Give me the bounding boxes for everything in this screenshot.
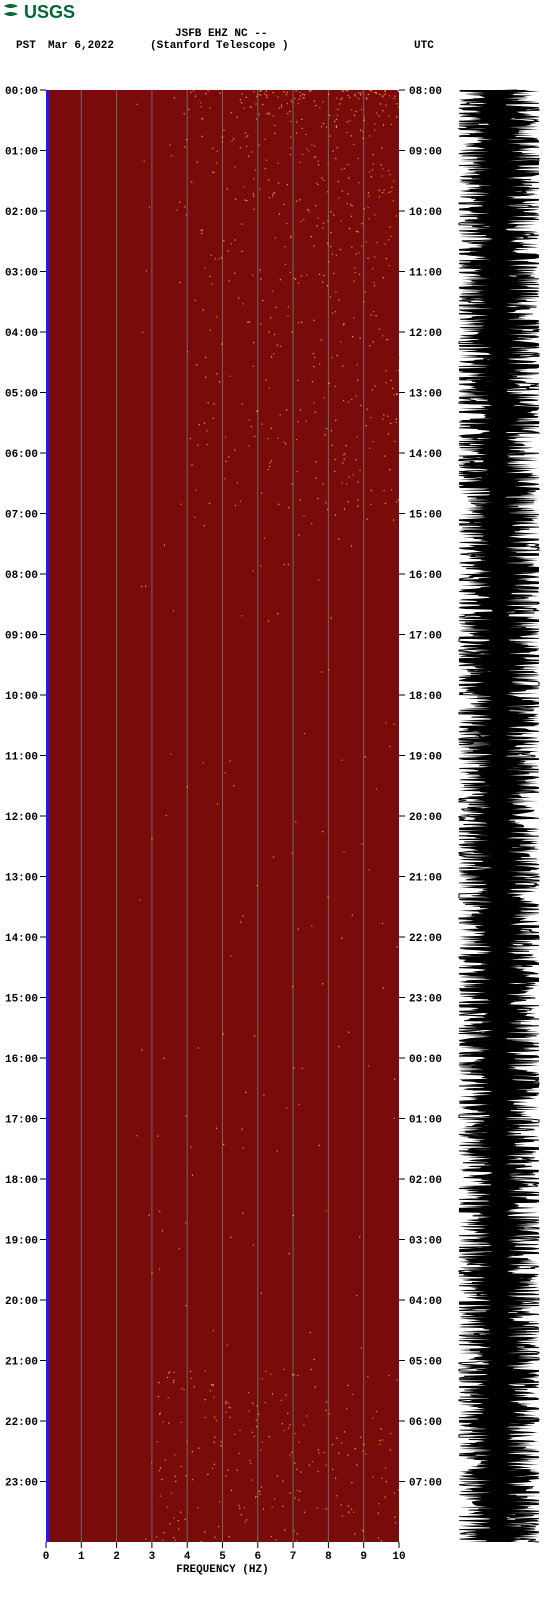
svg-text:13:00: 13:00: [409, 389, 442, 401]
svg-text:19:00: 19:00: [409, 752, 442, 764]
svg-text:07:00: 07:00: [409, 1478, 442, 1490]
svg-text:16:00: 16:00: [409, 570, 442, 582]
svg-text:23:00: 23:00: [5, 1478, 38, 1490]
svg-text:14:00: 14:00: [409, 449, 442, 461]
svg-text:10: 10: [392, 1551, 405, 1563]
svg-text:22:00: 22:00: [409, 933, 442, 945]
svg-text:2: 2: [113, 1551, 120, 1563]
svg-text:4: 4: [184, 1551, 191, 1563]
svg-text:01:00: 01:00: [409, 1115, 442, 1127]
svg-text:13:00: 13:00: [5, 873, 38, 885]
svg-text:1: 1: [78, 1551, 85, 1563]
svg-text:11:00: 11:00: [409, 268, 442, 280]
header-left-tz: PST: [16, 40, 36, 52]
svg-text:03:00: 03:00: [409, 1236, 442, 1248]
svg-text:17:00: 17:00: [5, 1115, 38, 1127]
svg-text:04:00: 04:00: [5, 328, 38, 340]
svg-text:09:00: 09:00: [409, 147, 442, 159]
svg-text:06:00: 06:00: [409, 1417, 442, 1429]
svg-text:19:00: 19:00: [5, 1236, 38, 1248]
svg-text:08:00: 08:00: [5, 570, 38, 582]
svg-text:16:00: 16:00: [5, 1054, 38, 1066]
svg-text:15:00: 15:00: [5, 994, 38, 1006]
svg-text:10:00: 10:00: [409, 207, 442, 219]
svg-text:02:00: 02:00: [5, 207, 38, 219]
svg-text:12:00: 12:00: [5, 812, 38, 824]
svg-text:05:00: 05:00: [5, 389, 38, 401]
svg-text:0: 0: [43, 1551, 50, 1563]
svg-text:09:00: 09:00: [5, 631, 38, 643]
header: PST Mar 6,2022 JSFB EHZ NC -- (Stanford …: [0, 24, 552, 60]
svg-text:USGS: USGS: [24, 2, 75, 22]
svg-text:21:00: 21:00: [409, 873, 442, 885]
header-right-tz: UTC: [414, 40, 434, 52]
svg-text:00:00: 00:00: [409, 1054, 442, 1066]
svg-text:14:00: 14:00: [5, 933, 38, 945]
svg-text:8: 8: [325, 1551, 332, 1563]
header-date: Mar 6,2022: [48, 40, 114, 52]
svg-text:15:00: 15:00: [409, 510, 442, 522]
svg-text:21:00: 21:00: [5, 1357, 38, 1369]
svg-text:12:00: 12:00: [409, 328, 442, 340]
svg-text:18:00: 18:00: [409, 691, 442, 703]
svg-text:00:00: 00:00: [5, 86, 38, 98]
svg-text:06:00: 06:00: [5, 449, 38, 461]
svg-text:11:00: 11:00: [5, 752, 38, 764]
svg-text:20:00: 20:00: [5, 1296, 38, 1308]
svg-text:07:00: 07:00: [5, 510, 38, 522]
svg-text:01:00: 01:00: [5, 147, 38, 159]
spectrogram-plot: 0 1 2 3 4 5 6 7 8 9 10 FREQUENCY (HZ) 00:00 01:00 02:0…: [0, 60, 552, 1615]
svg-text:20:00: 20:00: [409, 812, 442, 824]
svg-text:17:00: 17:00: [409, 631, 442, 643]
svg-text:3: 3: [149, 1551, 156, 1563]
svg-text:10:00: 10:00: [5, 691, 38, 703]
svg-text:7: 7: [290, 1551, 297, 1563]
svg-text:22:00: 22:00: [5, 1417, 38, 1429]
svg-text:9: 9: [360, 1551, 367, 1563]
svg-text:5: 5: [219, 1551, 226, 1563]
header-station: JSFB EHZ NC --: [175, 28, 267, 40]
svg-text:6: 6: [254, 1551, 261, 1563]
header-station-sub: (Stanford Telescope ): [150, 40, 289, 52]
svg-text:05:00: 05:00: [409, 1357, 442, 1369]
svg-text:03:00: 03:00: [5, 268, 38, 280]
svg-text:18:00: 18:00: [5, 1175, 38, 1187]
svg-text:08:00: 08:00: [409, 86, 442, 98]
svg-text:02:00: 02:00: [409, 1175, 442, 1187]
svg-text:23:00: 23:00: [409, 994, 442, 1006]
svg-text:FREQUENCY (HZ): FREQUENCY (HZ): [176, 1564, 268, 1576]
usgs-logo: USGS: [0, 0, 552, 24]
svg-text:04:00: 04:00: [409, 1296, 442, 1308]
